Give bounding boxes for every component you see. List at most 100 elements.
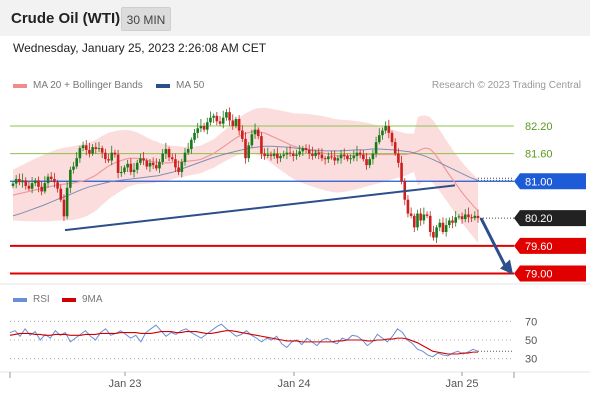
candle-body xyxy=(317,152,321,155)
chart-panel xyxy=(0,36,590,400)
trendline xyxy=(64,184,456,232)
candle-body xyxy=(467,214,470,218)
candle-body xyxy=(448,220,451,226)
candle-body xyxy=(384,125,387,131)
instrument-title: Crude Oil (WTI) xyxy=(11,10,121,27)
candle-body xyxy=(161,153,164,162)
candle-body xyxy=(419,213,422,221)
candle-body xyxy=(65,187,69,217)
candle-body xyxy=(202,125,206,130)
ma20-legend-label: MA 20 + Bollinger Bands xyxy=(33,80,143,91)
candle-body xyxy=(40,186,43,192)
candle-body xyxy=(390,132,394,143)
candle-body xyxy=(454,217,458,223)
candle-body xyxy=(75,158,78,167)
legend-ma20: MA 20 + Bollinger Bands xyxy=(13,80,143,91)
target-arrow-shaft xyxy=(479,217,508,269)
candle-body xyxy=(460,216,464,220)
candle-body xyxy=(221,117,225,124)
candle-body xyxy=(311,153,314,156)
ma50-swatch xyxy=(156,83,170,88)
rsi-swatch xyxy=(13,297,27,302)
candle-body xyxy=(304,148,308,150)
candle-body xyxy=(199,125,203,129)
candle-body xyxy=(97,148,101,150)
candle-body xyxy=(180,161,184,173)
candle-body xyxy=(129,163,133,173)
candle-body xyxy=(132,169,136,173)
candle-body xyxy=(342,154,346,156)
candle-body xyxy=(282,154,286,156)
candle-body xyxy=(253,129,257,135)
candle-body xyxy=(368,159,372,166)
rsi-ma-line xyxy=(9,330,478,355)
candle-body xyxy=(158,161,161,169)
candle-body xyxy=(260,136,263,154)
candle-body xyxy=(177,167,180,173)
candle-body xyxy=(266,154,270,156)
candle-body xyxy=(377,135,381,143)
timeframe-badge[interactable]: 30 MIN xyxy=(121,7,171,31)
xaxis-tick-label: Jan 25 xyxy=(445,378,478,390)
candle-body xyxy=(190,139,193,150)
candle-body xyxy=(314,152,317,156)
candle-body xyxy=(438,222,442,228)
candle-body xyxy=(37,180,40,187)
candle-body xyxy=(413,215,416,228)
candle-body xyxy=(250,134,254,146)
candle-body xyxy=(269,154,273,156)
candle-body xyxy=(333,157,336,161)
candle-body xyxy=(435,227,438,238)
candle-body xyxy=(298,151,301,155)
candle-body xyxy=(228,112,231,121)
candle-body xyxy=(46,176,50,184)
candle-body xyxy=(288,152,292,154)
candle-body xyxy=(241,130,244,139)
last-price-tag xyxy=(514,210,586,227)
rsi-line xyxy=(9,323,479,358)
candle-body xyxy=(148,162,152,167)
last-price-label: 80.20 xyxy=(525,213,553,225)
candle-body xyxy=(336,158,340,161)
xaxis-tick-label: Jan 24 xyxy=(277,378,310,390)
candle-body xyxy=(94,147,98,150)
candle-body xyxy=(151,162,155,166)
pivot-tag xyxy=(514,173,586,190)
support-tag xyxy=(514,237,586,254)
candle-body xyxy=(400,162,403,182)
candle-body xyxy=(301,148,305,152)
legend-rsi: RSI xyxy=(13,294,50,305)
candle-body xyxy=(231,120,235,126)
candle-body xyxy=(327,156,330,160)
candle-body xyxy=(183,152,187,162)
candle-body xyxy=(21,180,24,183)
candle-body xyxy=(155,165,158,169)
candle-body xyxy=(193,132,196,140)
candle-body xyxy=(88,149,91,154)
candle-body xyxy=(352,155,356,159)
candle-body xyxy=(234,119,238,126)
candle-body xyxy=(295,154,298,156)
candle-body xyxy=(397,153,400,163)
candle-body xyxy=(212,115,215,118)
rsi-tick-label: 50 xyxy=(525,335,537,347)
candle-body xyxy=(470,217,473,219)
candle-body xyxy=(30,183,34,189)
candle-body xyxy=(285,152,289,155)
candle-body xyxy=(196,128,200,133)
candle-body xyxy=(139,158,142,163)
candle-body xyxy=(444,225,448,232)
candle-body xyxy=(215,115,219,122)
candle-body xyxy=(339,154,343,159)
candle-body xyxy=(291,153,295,156)
ma20-swatch xyxy=(13,83,27,88)
candle-body xyxy=(119,172,123,174)
candle-body xyxy=(323,158,327,160)
candle-body xyxy=(441,222,445,232)
bollinger-band xyxy=(13,107,478,243)
datetime-label: Wednesday, January 25, 2023 2:26:08 AM C… xyxy=(13,41,267,55)
pivot-label: 81.00 xyxy=(525,176,553,188)
candle-body xyxy=(225,112,228,118)
candle-body xyxy=(18,178,21,183)
